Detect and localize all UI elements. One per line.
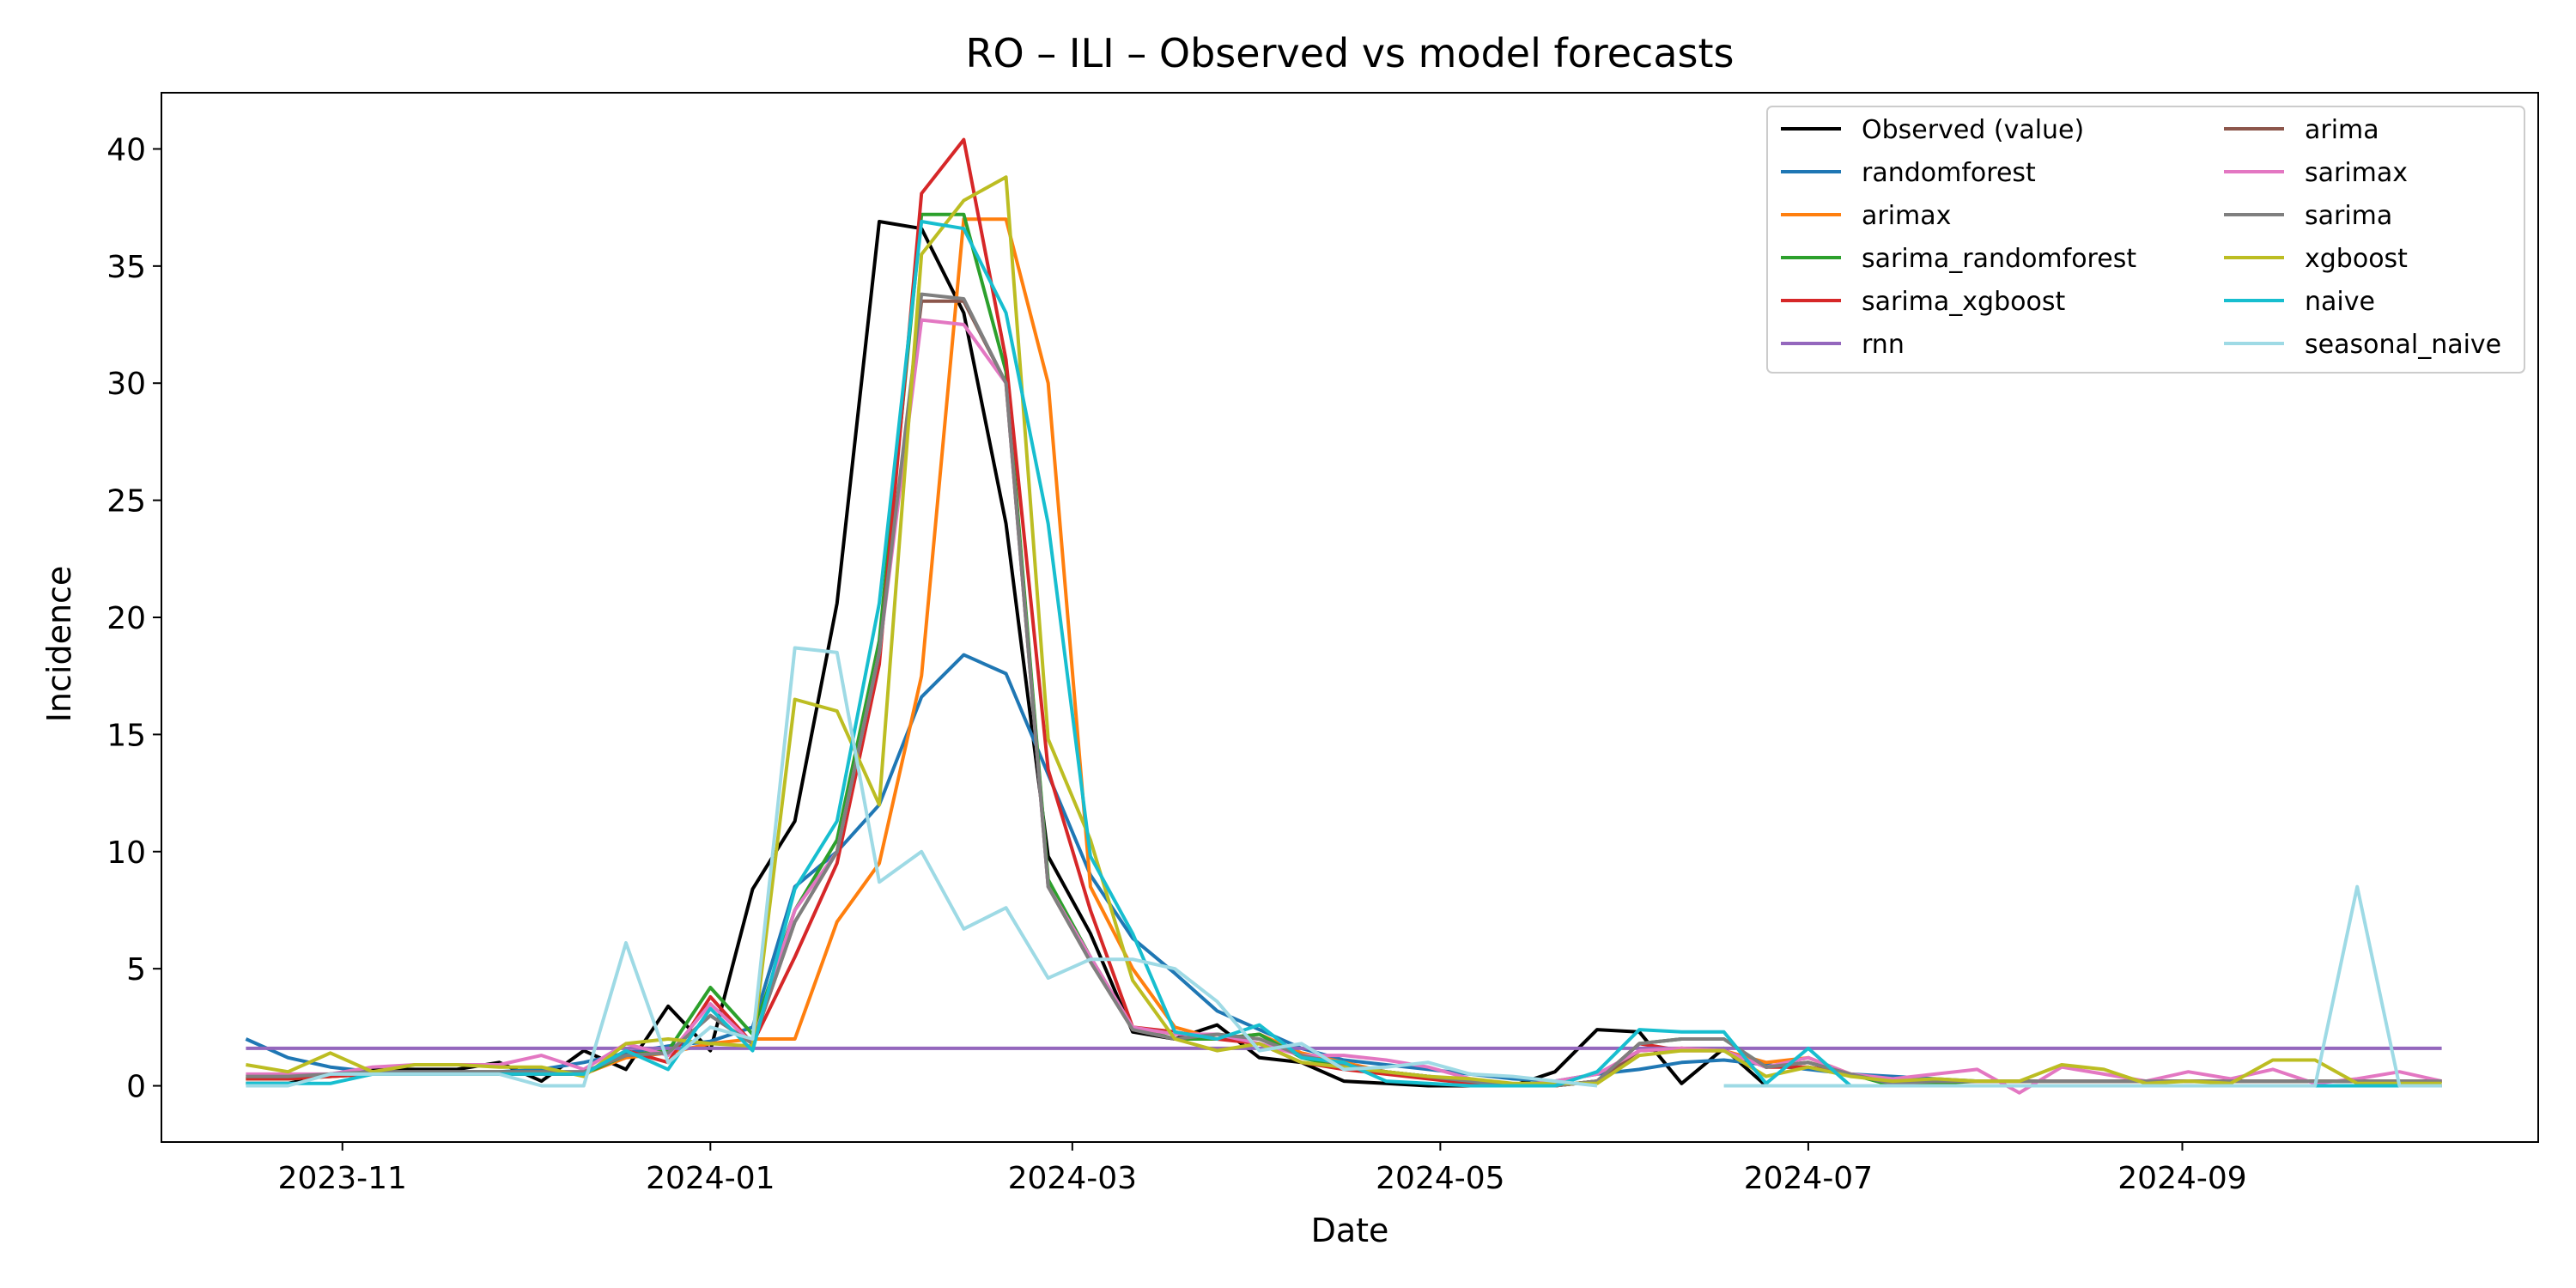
y-tick-label: 5 [126,952,146,987]
legend-box [1766,106,2525,374]
y-tick-label: 40 [106,132,146,167]
y-tick-label: 0 [126,1070,146,1105]
plot-frame [161,92,2539,1143]
series-line-xgboost [246,175,2442,1085]
x-tick-label: 2024-05 [1376,1161,1504,1196]
y-tick-label: 25 [106,484,146,519]
legend-label-sarima-xgboost: sarima_xgboost [1862,287,2065,317]
series-line-sarimax [246,318,2443,1095]
x-tick-label: 2023-11 [278,1161,407,1196]
legend-label-randomforest: randomforest [1862,158,2036,188]
legend-label-observed-value-: Observed (value) [1862,115,2084,145]
axis-layer: 0 5 10 15 20 25 30 35 40 2023-11 2024-01 2024-03 202… [106,132,2247,1196]
y-tick-label: 20 [106,601,146,636]
legend-label-arimax: arimax [1862,201,1951,231]
x-tick-label: 2024-03 [1008,1161,1137,1196]
legend-label-sarima: sarima [2305,201,2392,231]
legend-label-sarima-randomforest: sarima_randomforest [1862,244,2136,274]
y-tick-label: 30 [106,367,146,402]
legend-label-arima: arima [2305,115,2379,145]
legend-label-rnn: rnn [1862,330,1905,360]
y-tick-label: 35 [106,250,146,285]
chart-title: RO – ILI – Observed vs model forecasts [965,30,1734,76]
legend-label-naive: naive [2305,287,2375,317]
series-line-sarima [246,292,2442,1088]
y-axis-label: Incidence [40,566,78,723]
x-tick-label: 2024-01 [646,1161,775,1196]
series-line-seasonal-naive [246,646,2442,1088]
legend-label-sarimax: sarimax [2305,158,2408,188]
x-axis-label: Date [1311,1212,1389,1249]
legend: Observed (value) randomforest arimax sarima… [1766,106,2525,374]
x-tick-label: 2024-07 [1744,1161,1873,1196]
legend-label-seasonal-naive: seasonal_naive [2305,330,2501,360]
y-tick-label: 15 [106,718,146,753]
legend-label-xgboost: xgboost [2305,244,2408,274]
y-tick-label: 10 [106,835,146,871]
x-tick-label: 2024-09 [2117,1161,2246,1196]
series-layer [245,137,2443,1095]
